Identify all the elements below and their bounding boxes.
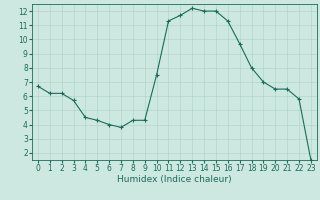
X-axis label: Humidex (Indice chaleur): Humidex (Indice chaleur) [117, 175, 232, 184]
